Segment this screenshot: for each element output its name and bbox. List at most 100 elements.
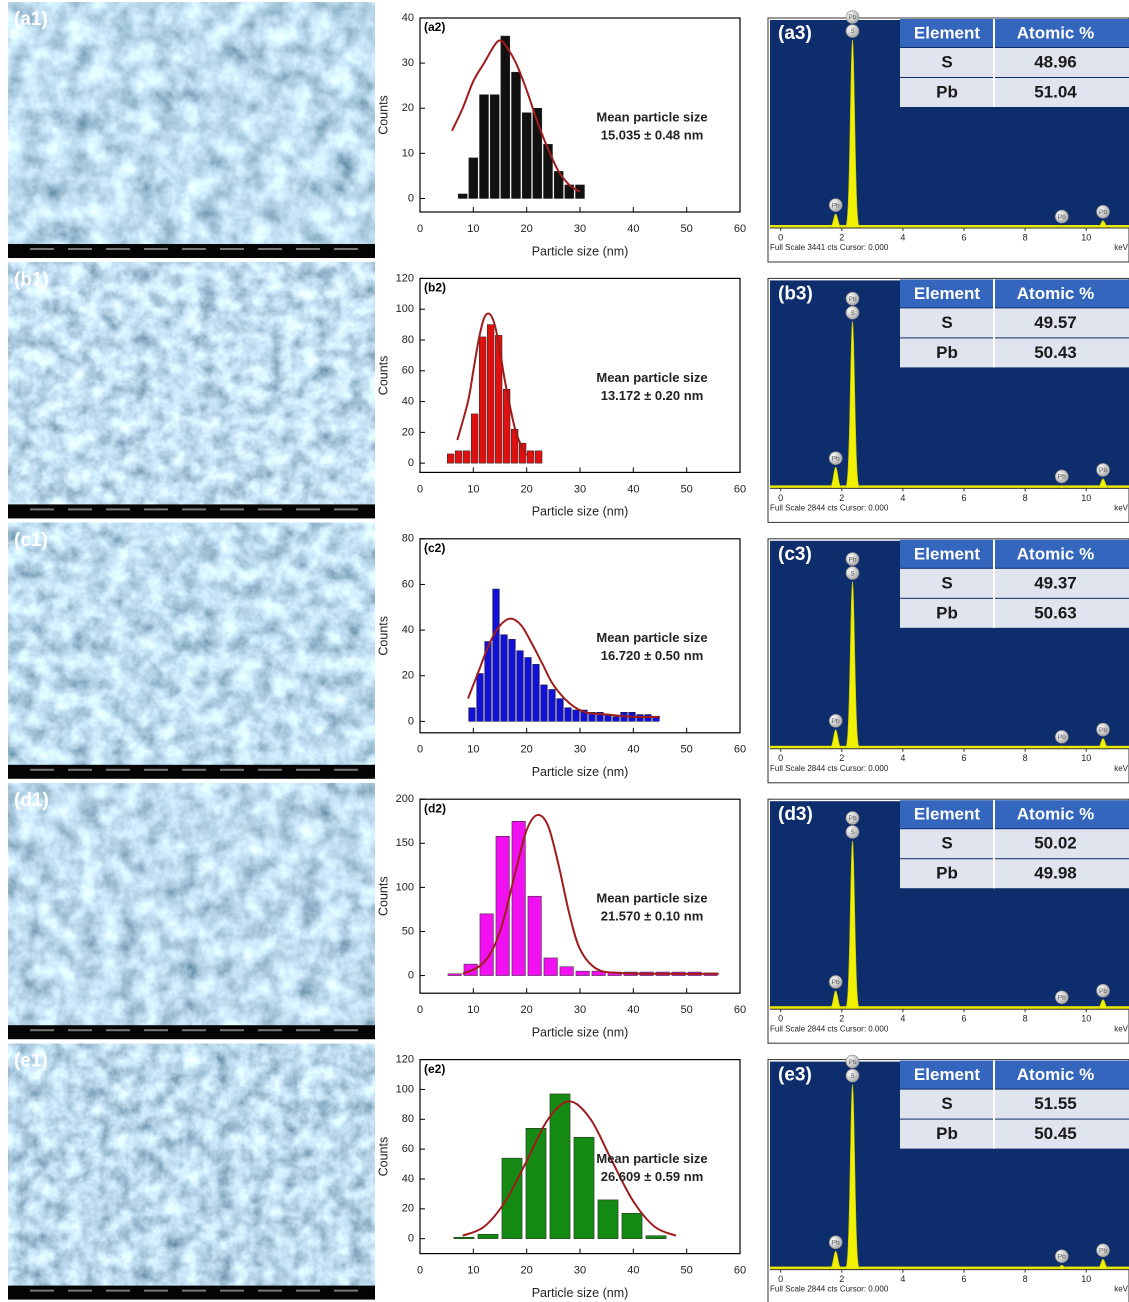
- peak-marker-label: S: [850, 829, 855, 836]
- sem-info-field: [220, 508, 244, 511]
- bar: [500, 634, 508, 722]
- eds-panel: Pb S Pb Pb Pb 0 2 4 6 8 10 keV Full Scale 2844 cts C…: [767, 277, 1129, 523]
- y-tick-label: 10: [402, 147, 414, 159]
- sem-image: [8, 2, 375, 246]
- x-tick-label: 40: [627, 744, 639, 756]
- table-row-bg: [900, 78, 1129, 107]
- spectrum-baseline: [770, 485, 1129, 489]
- peak-marker-label: Pb: [1099, 727, 1107, 734]
- x-tick-label: 8: [1023, 753, 1028, 763]
- fit-curve: [451, 39, 581, 193]
- peak-marker-label: Pb: [832, 718, 840, 725]
- spectrum-peak: [827, 213, 844, 229]
- bar: [645, 1235, 667, 1239]
- sem-info-field: [182, 1289, 206, 1292]
- annotation: Mean particle size: [596, 1151, 707, 1166]
- sem-info-field: [258, 768, 282, 771]
- table-header: Atomic %: [1017, 23, 1094, 42]
- x-tick-label: 30: [574, 483, 586, 495]
- x-tick-label: 6: [962, 753, 967, 763]
- x-axis-label: Particle size (nm): [532, 1286, 629, 1300]
- bar: [495, 335, 503, 464]
- y-tick-label: 0: [408, 457, 414, 469]
- bar: [621, 1213, 643, 1239]
- histogram-panel: 0 10 20 30 40 50 60 0 20 40 60 80 100 120 (e2) Particle…: [376, 1054, 746, 1300]
- table-row-bg: [900, 1119, 1129, 1149]
- spectrum-baseline: [770, 225, 1129, 228]
- sem-info-field: [258, 508, 282, 511]
- table-row-bg: [900, 338, 1129, 368]
- sem-info-field: [334, 1289, 358, 1292]
- table-row-bg: [900, 48, 1129, 77]
- eds-panel: Pb S Pb Pb Pb 0 2 4 6 8 10 keV Full Scale 2844 cts C…: [767, 1054, 1129, 1302]
- peak-marker: [845, 825, 860, 839]
- bar: [484, 641, 492, 722]
- peak-marker: [1096, 1243, 1110, 1258]
- bar: [543, 957, 558, 976]
- peak-marker: [1054, 469, 1069, 484]
- bar: [479, 94, 489, 199]
- sem-info-field: [30, 768, 54, 771]
- peak-marker: [828, 198, 843, 212]
- panel-label: (d2): [424, 801, 446, 815]
- y-tick-label: 40: [402, 395, 414, 407]
- fit-curve: [456, 312, 528, 456]
- peak-marker-label: S: [850, 310, 855, 317]
- x-tick-label: 30: [574, 1265, 586, 1277]
- panel-label: (c3): [778, 544, 812, 565]
- y-tick-label: 60: [402, 578, 414, 590]
- spectrum-baseline: [770, 745, 1129, 749]
- y-tick-label: 60: [402, 365, 414, 377]
- bar: [447, 973, 462, 976]
- bar: [540, 684, 548, 722]
- table-cell: S: [941, 52, 952, 71]
- peak-marker: [845, 552, 860, 566]
- bar: [471, 413, 479, 464]
- spectrum-peak: [844, 1084, 861, 1270]
- x-tick-label: 10: [467, 483, 479, 495]
- y-tick-label: 100: [396, 303, 414, 315]
- eds-footer: Full Scale 2844 cts Cursor: 0.000: [770, 764, 889, 773]
- peak-marker: [845, 1068, 860, 1083]
- sem-info-bar: [8, 244, 375, 258]
- sem-info-field: [144, 768, 168, 771]
- y-tick-label: 40: [402, 624, 414, 636]
- peak-marker-label: Pb: [1058, 214, 1066, 221]
- peak-marker-label: Pb: [832, 202, 840, 209]
- x-tick-label: 20: [521, 744, 533, 756]
- y-tick-label: 20: [402, 102, 414, 114]
- bar: [516, 650, 524, 722]
- peak-marker: [1096, 204, 1110, 219]
- sem-info-field: [144, 1289, 168, 1292]
- peak-marker: [845, 305, 860, 320]
- sem-info-field: [334, 248, 358, 250]
- annotation: 16.720 ± 0.50 nm: [601, 648, 704, 663]
- x-tick-label: 50: [681, 744, 693, 756]
- x-axis-unit: keV: [1114, 764, 1128, 773]
- y-tick-label: 80: [402, 533, 414, 545]
- histogram-panel: 0 10 20 30 40 50 60 0 10 20 30 40 (a2) Particle size …: [376, 12, 746, 258]
- bar: [580, 709, 588, 722]
- x-tick-label: 50: [681, 483, 693, 495]
- bar: [612, 716, 620, 722]
- x-tick-label: 40: [627, 1265, 639, 1277]
- y-tick-label: 0: [408, 1233, 414, 1245]
- fit-curve: [462, 1100, 677, 1237]
- table-cell: Pb: [936, 1124, 958, 1143]
- x-tick-label: 0: [778, 1014, 783, 1024]
- sem-label: (c1): [14, 530, 48, 551]
- x-tick-label: 50: [681, 223, 693, 235]
- bar: [556, 698, 564, 722]
- x-tick-label: 40: [627, 483, 639, 495]
- bar: [479, 336, 487, 464]
- peak-marker-label: Pb: [832, 1240, 840, 1247]
- sem-info-field: [334, 508, 358, 511]
- x-tick-label: 10: [467, 1004, 479, 1016]
- x-tick-label: 30: [574, 223, 586, 235]
- sem-info-field: [68, 248, 92, 250]
- table-cell: Pb: [936, 864, 958, 883]
- bar: [597, 1199, 619, 1239]
- sem-info-field: [106, 508, 130, 511]
- peak-marker-label: S: [850, 1073, 855, 1080]
